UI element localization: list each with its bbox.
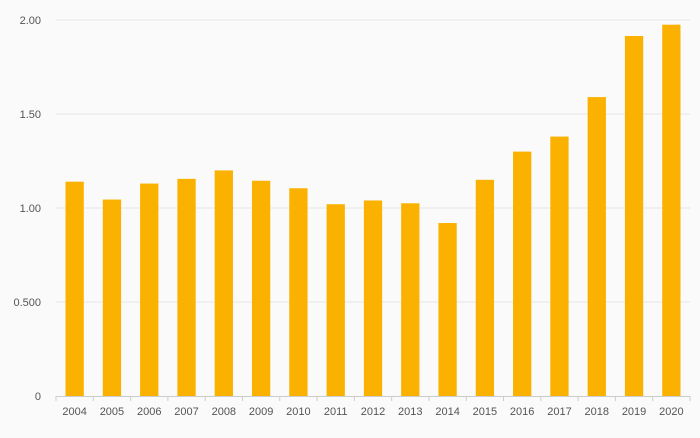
bar-2012[interactable] xyxy=(363,200,383,396)
x-tick-label: 2013 xyxy=(398,406,422,418)
x-tick-label: 2014 xyxy=(435,406,459,418)
x-tick-label: 2016 xyxy=(510,406,534,418)
x-tick-label: 2007 xyxy=(174,406,198,418)
y-tick-label: 0.500 xyxy=(13,297,41,309)
bar-2011[interactable] xyxy=(326,204,345,396)
bar-2006[interactable] xyxy=(140,183,159,396)
x-tick-label: 2004 xyxy=(62,406,86,418)
bar-2013[interactable] xyxy=(401,203,420,396)
bar-2005[interactable] xyxy=(102,199,122,396)
y-axis-tick-labels: 0 0.500 1.00 1.50 2.00 xyxy=(13,15,41,403)
x-tick-label: 2005 xyxy=(100,406,124,418)
bar-2015[interactable] xyxy=(475,179,495,396)
bar-2007[interactable] xyxy=(177,178,196,396)
x-tick-label: 2009 xyxy=(249,406,273,418)
x-tick-label: 2020 xyxy=(659,406,683,418)
bar-2014[interactable] xyxy=(438,223,457,396)
bar-2020[interactable] xyxy=(662,24,681,396)
bar-2016[interactable] xyxy=(513,151,532,396)
x-axis-tick-labels: 2004 2005 2006 2007 2008 2009 2010 2011 2012 2013… xyxy=(62,406,683,418)
y-tick-label: 0 xyxy=(35,391,41,403)
bar-2008[interactable] xyxy=(214,170,233,396)
bars xyxy=(65,24,681,396)
x-tick-label: 2015 xyxy=(473,406,497,418)
x-tick-label: 2017 xyxy=(547,406,571,418)
bar-2009[interactable] xyxy=(251,180,271,396)
y-tick-label: 2.00 xyxy=(20,15,41,27)
x-tick-label: 2011 xyxy=(324,406,348,418)
x-tick-label: 2006 xyxy=(137,406,161,418)
x-tick-label: 2010 xyxy=(286,406,310,418)
bar-2018[interactable] xyxy=(587,97,606,396)
y-tick-label: 1.50 xyxy=(20,109,41,121)
x-tick-label: 2012 xyxy=(361,406,385,418)
bar-2019[interactable] xyxy=(624,35,644,396)
bar-2017[interactable] xyxy=(550,136,569,396)
bar-2010[interactable] xyxy=(289,188,308,396)
x-tick-label: 2008 xyxy=(212,406,236,418)
x-axis xyxy=(55,396,691,401)
bar-2004[interactable] xyxy=(65,181,84,396)
y-tick-label: 1.00 xyxy=(20,203,41,215)
x-tick-label: 2018 xyxy=(585,406,609,418)
x-tick-label: 2019 xyxy=(622,406,646,418)
